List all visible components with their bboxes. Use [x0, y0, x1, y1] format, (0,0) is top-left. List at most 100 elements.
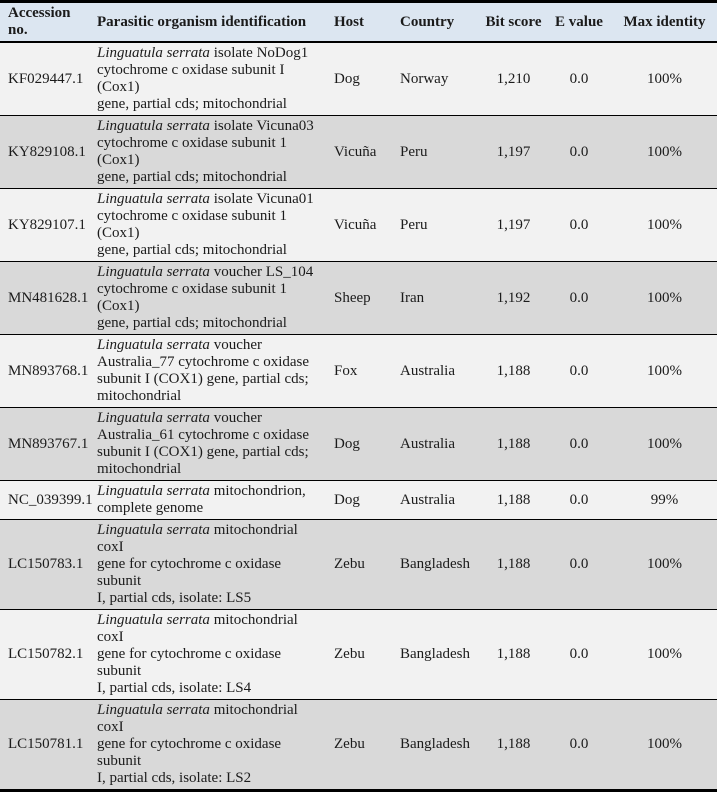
- e-value-cell: 0.0: [569, 736, 589, 752]
- bit-score-cell: 1,192: [496, 289, 531, 306]
- species-name: Linguatula serrata: [97, 612, 210, 628]
- organism-description: voucher Australia_61 cytochrome c oxidas…: [97, 410, 310, 477]
- host-cell: Sheep: [334, 289, 371, 306]
- max-identity-cell: 100%: [647, 143, 682, 160]
- max-identity-cell: 100%: [647, 289, 682, 306]
- e-value-cell: 0.0: [569, 646, 589, 662]
- country-cell: Peru: [400, 216, 428, 233]
- bit-score-cell: 1,188: [496, 556, 531, 572]
- species-name: Linguatula serrata: [97, 337, 210, 353]
- table-row: NC_039399.1 Linguatula serrata mitochond…: [0, 480, 717, 520]
- max-identity-cell: 100%: [647, 646, 682, 662]
- organism-cell: Linguatula serrata isolate Vicuna03 cyto…: [95, 116, 330, 189]
- e-value-cell: 0.0: [569, 216, 589, 233]
- e-value-cell: 0.0: [569, 362, 589, 379]
- max-identity-cell: 100%: [647, 216, 682, 233]
- table-row: LC150782.1 Linguatula serrata mitochondr…: [0, 609, 717, 700]
- host-cell: Vicuña: [334, 216, 377, 233]
- table-row: MN893767.1 Linguatula serrata voucher Au…: [0, 407, 717, 481]
- bit-score-cell: 1,188: [496, 491, 531, 508]
- header-country: Country: [400, 13, 455, 30]
- organism-cell: Linguatula serrata mitochondrial coxI ge…: [95, 610, 330, 700]
- organism-cell: Linguatula serrata voucher Australia_77 …: [95, 335, 330, 408]
- e-value-cell: 0.0: [569, 435, 589, 452]
- organism-cell: Linguatula serrata mitochondrion, comple…: [95, 481, 330, 520]
- e-value-cell: 0.0: [569, 556, 589, 572]
- species-name: Linguatula serrata: [97, 702, 210, 718]
- country-cell: Norway: [400, 70, 449, 87]
- organism-description: voucher LS_104 cytochrome c oxidase subu…: [97, 264, 314, 331]
- species-name: Linguatula serrata: [97, 118, 210, 134]
- bit-score-cell: 1,197: [496, 216, 531, 233]
- country-cell: Bangladesh: [400, 736, 470, 752]
- species-name: Linguatula serrata: [97, 410, 210, 426]
- host-cell: Zebu: [334, 736, 365, 752]
- max-identity-cell: 100%: [647, 435, 682, 452]
- country-cell: Australia: [400, 491, 455, 508]
- country-cell: Peru: [400, 143, 428, 160]
- header-accession: Accession no.: [8, 5, 71, 38]
- organism-description: isolate Vicuna03 cytochrome c oxidase su…: [97, 118, 314, 185]
- species-name: Linguatula serrata: [97, 522, 210, 538]
- header-host: Host: [334, 13, 364, 30]
- header-max-identity: Max identity: [623, 13, 706, 30]
- host-cell: Dog: [334, 70, 360, 87]
- bit-score-cell: 1,197: [496, 143, 531, 160]
- e-value-cell: 0.0: [569, 491, 589, 508]
- e-value-cell: 0.0: [569, 143, 589, 160]
- e-value-cell: 0.0: [569, 70, 589, 87]
- table-header-row: Accession no. Parasitic organism identif…: [0, 1, 717, 42]
- table-row: KY829108.1 Linguatula serrata isolate Vi…: [0, 115, 717, 189]
- species-name: Linguatula serrata: [97, 191, 210, 207]
- table-row: KY829107.1 Linguatula serrata isolate Vi…: [0, 188, 717, 262]
- country-cell: Bangladesh: [400, 556, 470, 572]
- header-bit-score: Bit score: [485, 13, 542, 30]
- host-cell: Dog: [334, 435, 360, 452]
- organism-cell: Linguatula serrata mitochondrial coxI ge…: [95, 520, 330, 610]
- species-name: Linguatula serrata: [97, 483, 210, 499]
- accession-cell: KF029447.1: [8, 70, 84, 87]
- organism-cell: Linguatula serrata isolate NoDog1 cytoch…: [95, 42, 330, 116]
- table-row: MN893768.1 Linguatula serrata voucher Au…: [0, 334, 717, 408]
- max-identity-cell: 100%: [647, 362, 682, 379]
- accession-cell: MN481628.1: [8, 289, 89, 306]
- accession-cell: NC_039399.1: [8, 491, 93, 508]
- bit-score-cell: 1,188: [496, 646, 531, 662]
- table-row: LC150781.1 Linguatula serrata mitochondr…: [0, 699, 717, 791]
- accession-cell: LC150783.1: [8, 556, 84, 572]
- organism-description: mitochondrion, complete genome: [97, 483, 306, 516]
- e-value-cell: 0.0: [569, 289, 589, 306]
- host-cell: Fox: [334, 362, 358, 379]
- accession-cell: MN893768.1: [8, 362, 89, 379]
- country-cell: Bangladesh: [400, 646, 470, 662]
- accession-cell: KY829108.1: [8, 143, 86, 160]
- country-cell: Iran: [400, 289, 425, 306]
- header-organism: Parasitic organism identification: [97, 13, 307, 30]
- organism-cell: Linguatula serrata mitochondrial coxI ge…: [95, 700, 330, 791]
- max-identity-cell: 100%: [647, 556, 682, 572]
- table-row: MN481628.1 Linguatula serrata voucher LS…: [0, 261, 717, 335]
- organism-description: voucher Australia_77 cytochrome c oxidas…: [97, 337, 310, 404]
- organism-cell: Linguatula serrata voucher LS_104 cytoch…: [95, 262, 330, 335]
- country-cell: Australia: [400, 362, 455, 379]
- table-row: KF029447.1 Linguatula serrata isolate No…: [0, 42, 717, 116]
- max-identity-cell: 100%: [647, 736, 682, 752]
- organism-description: isolate NoDog1 cytochrome c oxidase subu…: [97, 45, 309, 112]
- organism-cell: Linguatula serrata isolate Vicuna01 cyto…: [95, 189, 330, 262]
- accession-cell: KY829107.1: [8, 216, 86, 233]
- table-row: LC150783.1 Linguatula serrata mitochondr…: [0, 519, 717, 610]
- country-cell: Australia: [400, 435, 455, 452]
- host-cell: Vicuña: [334, 143, 377, 160]
- species-name: Linguatula serrata: [97, 45, 210, 61]
- bit-score-cell: 1,210: [496, 70, 531, 87]
- host-cell: Dog: [334, 491, 360, 508]
- bit-score-cell: 1,188: [496, 736, 531, 752]
- bit-score-cell: 1,188: [496, 435, 531, 452]
- bit-score-cell: 1,188: [496, 362, 531, 379]
- max-identity-cell: 99%: [650, 491, 679, 508]
- accession-cell: LC150782.1: [8, 646, 84, 662]
- organism-cell: Linguatula serrata voucher Australia_61 …: [95, 408, 330, 481]
- organism-description: isolate Vicuna01 cytochrome c oxidase su…: [97, 191, 314, 258]
- host-cell: Zebu: [334, 646, 365, 662]
